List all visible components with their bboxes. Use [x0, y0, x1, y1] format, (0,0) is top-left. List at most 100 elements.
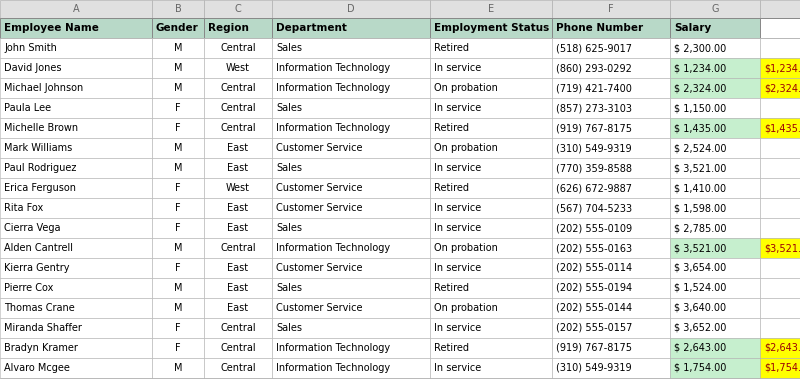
Bar: [670, 98, 760, 118]
Text: $ 1,754.00: $ 1,754.00: [674, 363, 726, 373]
Text: Information Technology: Information Technology: [276, 243, 390, 253]
Text: $ 1,598.00: $ 1,598.00: [674, 203, 726, 213]
Text: Erica Ferguson: Erica Ferguson: [4, 183, 76, 193]
Bar: [204, 158, 272, 178]
Text: Alden Cantrell: Alden Cantrell: [4, 243, 73, 253]
Text: (310) 549-9319: (310) 549-9319: [556, 143, 632, 153]
Text: Salary: Salary: [674, 23, 711, 33]
Bar: [760, 238, 800, 258]
Bar: [204, 298, 272, 318]
Bar: [670, 118, 760, 138]
Bar: [430, 158, 552, 178]
Text: In service: In service: [434, 223, 482, 233]
Text: C: C: [234, 4, 242, 14]
Text: M: M: [174, 363, 182, 373]
Bar: [152, 218, 204, 238]
Text: On probation: On probation: [434, 83, 498, 93]
Bar: [430, 278, 552, 298]
Text: Paul Rodriguez: Paul Rodriguez: [4, 163, 76, 173]
Text: (860) 293-0292: (860) 293-0292: [556, 63, 632, 73]
Bar: [552, 158, 670, 178]
Text: $ 3,521.00: $ 3,521.00: [674, 163, 726, 173]
Text: (719) 421-7400: (719) 421-7400: [556, 83, 632, 93]
Bar: [204, 98, 272, 118]
Bar: [152, 338, 204, 358]
Text: Information Technology: Information Technology: [276, 343, 390, 353]
Bar: [272, 318, 430, 338]
Bar: [152, 298, 204, 318]
Text: (202) 555-0144: (202) 555-0144: [556, 303, 632, 313]
Text: On probation: On probation: [434, 243, 498, 253]
Bar: [552, 118, 670, 138]
Text: $ 1,524.00: $ 1,524.00: [674, 283, 726, 293]
Bar: [204, 118, 272, 138]
Text: Central: Central: [220, 363, 256, 373]
Text: $ 3,640.00: $ 3,640.00: [674, 303, 726, 313]
Bar: [552, 58, 670, 78]
Text: Department: Department: [276, 23, 347, 33]
Text: E: E: [488, 4, 494, 14]
Bar: [272, 278, 430, 298]
Bar: [0, 218, 152, 238]
Text: (202) 555-0163: (202) 555-0163: [556, 243, 632, 253]
Text: Sales: Sales: [276, 163, 302, 173]
Text: On probation: On probation: [434, 303, 498, 313]
Text: Retired: Retired: [434, 123, 469, 133]
Bar: [430, 118, 552, 138]
Text: M: M: [174, 43, 182, 53]
Bar: [760, 338, 800, 358]
Bar: [0, 158, 152, 178]
Bar: [430, 0, 552, 18]
Text: East: East: [227, 263, 249, 273]
Text: (770) 359-8588: (770) 359-8588: [556, 163, 632, 173]
Bar: [760, 118, 800, 138]
Text: A: A: [73, 4, 79, 14]
Bar: [0, 38, 152, 58]
Bar: [552, 238, 670, 258]
Bar: [152, 138, 204, 158]
Bar: [552, 38, 670, 58]
Bar: [760, 38, 800, 58]
Bar: [0, 0, 152, 18]
Bar: [152, 78, 204, 98]
Bar: [272, 298, 430, 318]
Text: In service: In service: [434, 263, 482, 273]
Bar: [204, 318, 272, 338]
Text: $ 3,652.00: $ 3,652.00: [674, 323, 726, 333]
Text: Michael Johnson: Michael Johnson: [4, 83, 83, 93]
Bar: [0, 178, 152, 198]
Text: F: F: [175, 123, 181, 133]
Bar: [552, 258, 670, 278]
Bar: [552, 138, 670, 158]
Text: Sales: Sales: [276, 103, 302, 113]
Text: D: D: [347, 4, 355, 14]
Text: East: East: [227, 283, 249, 293]
Bar: [670, 298, 760, 318]
Text: M: M: [174, 83, 182, 93]
Bar: [272, 338, 430, 358]
Bar: [552, 278, 670, 298]
Bar: [430, 338, 552, 358]
Bar: [760, 278, 800, 298]
Text: M: M: [174, 63, 182, 73]
Text: Phone Number: Phone Number: [556, 23, 643, 33]
Text: Sales: Sales: [276, 43, 302, 53]
Bar: [760, 258, 800, 278]
Bar: [552, 298, 670, 318]
Bar: [760, 18, 800, 38]
Text: Customer Service: Customer Service: [276, 303, 362, 313]
Text: (310) 549-9319: (310) 549-9319: [556, 363, 632, 373]
Text: Alvaro Mcgee: Alvaro Mcgee: [4, 363, 70, 373]
Text: Central: Central: [220, 123, 256, 133]
Bar: [272, 238, 430, 258]
Bar: [552, 78, 670, 98]
Text: In service: In service: [434, 203, 482, 213]
Text: In service: In service: [434, 323, 482, 333]
Bar: [670, 258, 760, 278]
Bar: [152, 118, 204, 138]
Bar: [0, 198, 152, 218]
Text: Employee Name: Employee Name: [4, 23, 99, 33]
Bar: [152, 98, 204, 118]
Text: (857) 273-3103: (857) 273-3103: [556, 103, 632, 113]
Text: In service: In service: [434, 163, 482, 173]
